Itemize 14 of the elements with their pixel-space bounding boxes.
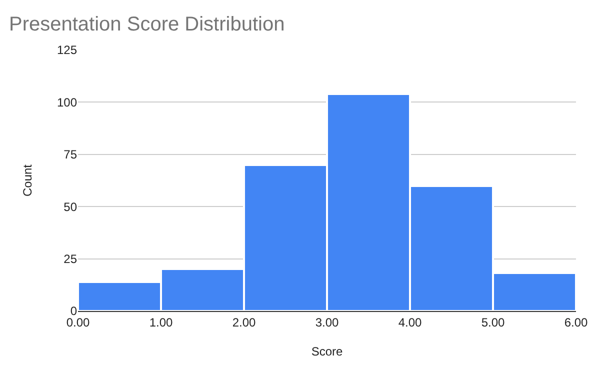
y-axis-title: Count xyxy=(20,164,34,197)
x-tick-label: 6.00 xyxy=(564,315,588,330)
x-tick-label: 2.00 xyxy=(232,315,256,330)
chart-title: Presentation Score Distribution xyxy=(9,14,285,36)
x-tick-label: 1.00 xyxy=(149,315,173,330)
x-tick-label: 3.00 xyxy=(315,315,339,330)
x-tick-label: 4.00 xyxy=(398,315,422,330)
y-tick-label: 75 xyxy=(64,148,78,162)
x-axis-title: Score xyxy=(311,344,343,358)
y-tick-label: 25 xyxy=(64,252,78,266)
y-tick-label: 100 xyxy=(56,95,78,110)
x-tick-label: 5.00 xyxy=(481,315,505,330)
y-tick-label: 125 xyxy=(56,43,78,58)
y-tick-label: 50 xyxy=(64,200,78,214)
